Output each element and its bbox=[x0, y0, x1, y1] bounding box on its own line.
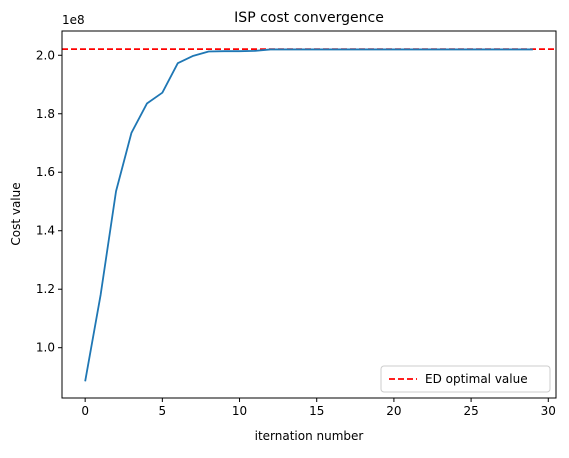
y-tick-label: 1.6 bbox=[36, 165, 55, 179]
x-tick-label: 5 bbox=[159, 404, 167, 418]
y-tick-label: 1.4 bbox=[36, 224, 55, 238]
y-tick-label: 1.0 bbox=[36, 341, 55, 355]
x-axis-label: iternation number bbox=[255, 429, 364, 443]
x-tick-label: 25 bbox=[463, 404, 478, 418]
plot-frame bbox=[61, 30, 557, 399]
series-line-0 bbox=[84, 48, 533, 382]
y-tick-label: 2.0 bbox=[36, 48, 55, 62]
legend-label: ED optimal value bbox=[425, 372, 528, 386]
x-tick-label: 20 bbox=[386, 404, 401, 418]
legend: ED optimal value bbox=[380, 365, 551, 393]
y-tick-label: 1.8 bbox=[36, 107, 55, 121]
chart-title: ISP cost convergence bbox=[234, 10, 384, 26]
y-axis-label: Cost value bbox=[9, 182, 23, 245]
y-scale-offset: 1e8 bbox=[62, 13, 85, 27]
plot-area bbox=[62, 48, 556, 382]
x-tick-label: 30 bbox=[541, 404, 556, 418]
x-tick-label: 0 bbox=[81, 404, 89, 418]
legend-box bbox=[380, 365, 551, 393]
y-axis: 1.0 1.2 1.4 1.6 1.8 2.0 bbox=[36, 48, 62, 355]
x-tick-label: 15 bbox=[309, 404, 324, 418]
x-tick-label: 10 bbox=[232, 404, 247, 418]
x-axis: 0 5 10 15 20 25 30 bbox=[81, 398, 556, 418]
y-tick-label: 1.2 bbox=[36, 282, 55, 296]
